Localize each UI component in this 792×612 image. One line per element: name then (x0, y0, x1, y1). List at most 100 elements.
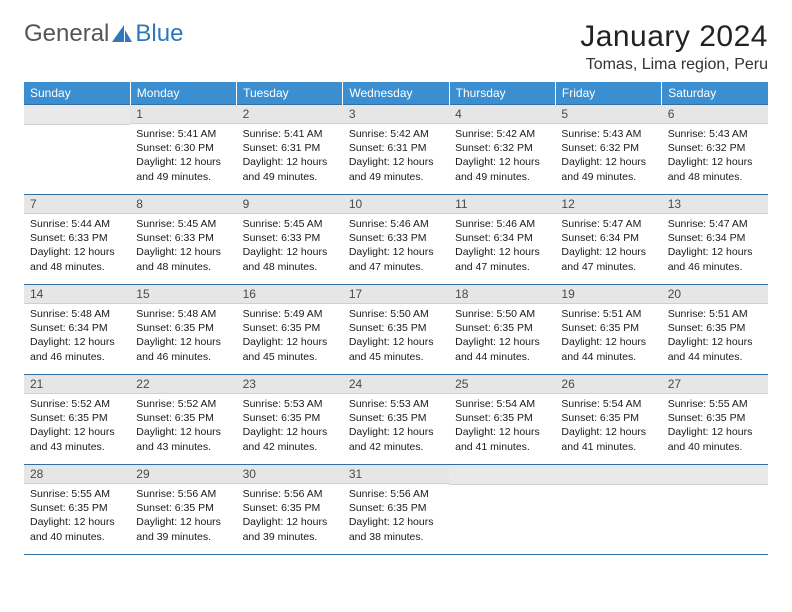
day-number: 15 (130, 285, 236, 304)
day-number: 24 (343, 375, 449, 394)
day-number: 20 (662, 285, 768, 304)
day-content: Sunrise: 5:46 AMSunset: 6:34 PMDaylight:… (449, 214, 555, 280)
day-content: Sunrise: 5:55 AMSunset: 6:35 PMDaylight:… (24, 484, 130, 550)
day-content: Sunrise: 5:45 AMSunset: 6:33 PMDaylight:… (130, 214, 236, 280)
day-number: 21 (24, 375, 130, 394)
day-number: 1 (130, 105, 236, 124)
calendar-cell: 3Sunrise: 5:42 AMSunset: 6:31 PMDaylight… (343, 105, 449, 195)
day-header: Sunday (24, 82, 130, 105)
day-content: Sunrise: 5:50 AMSunset: 6:35 PMDaylight:… (343, 304, 449, 370)
day-number: 22 (130, 375, 236, 394)
day-number: 26 (555, 375, 661, 394)
calendar-cell (449, 465, 555, 555)
calendar-cell: 20Sunrise: 5:51 AMSunset: 6:35 PMDayligh… (662, 285, 768, 375)
day-content: Sunrise: 5:55 AMSunset: 6:35 PMDaylight:… (662, 394, 768, 460)
calendar-cell: 22Sunrise: 5:52 AMSunset: 6:35 PMDayligh… (130, 375, 236, 465)
day-number: 6 (662, 105, 768, 124)
day-number: 3 (343, 105, 449, 124)
day-number-empty (24, 105, 130, 125)
day-content: Sunrise: 5:51 AMSunset: 6:35 PMDaylight:… (662, 304, 768, 370)
day-content: Sunrise: 5:43 AMSunset: 6:32 PMDaylight:… (662, 124, 768, 190)
day-content: Sunrise: 5:54 AMSunset: 6:35 PMDaylight:… (449, 394, 555, 460)
calendar-cell: 10Sunrise: 5:46 AMSunset: 6:33 PMDayligh… (343, 195, 449, 285)
day-number-empty (555, 465, 661, 485)
month-title: January 2024 (580, 20, 768, 54)
day-content: Sunrise: 5:53 AMSunset: 6:35 PMDaylight:… (343, 394, 449, 460)
calendar-cell: 26Sunrise: 5:54 AMSunset: 6:35 PMDayligh… (555, 375, 661, 465)
day-content: Sunrise: 5:41 AMSunset: 6:30 PMDaylight:… (130, 124, 236, 190)
calendar-cell: 7Sunrise: 5:44 AMSunset: 6:33 PMDaylight… (24, 195, 130, 285)
day-number: 19 (555, 285, 661, 304)
day-number: 11 (449, 195, 555, 214)
day-number: 8 (130, 195, 236, 214)
day-header: Monday (130, 82, 236, 105)
day-number: 17 (343, 285, 449, 304)
day-number: 28 (24, 465, 130, 484)
day-content: Sunrise: 5:42 AMSunset: 6:31 PMDaylight:… (343, 124, 449, 190)
calendar-cell: 15Sunrise: 5:48 AMSunset: 6:35 PMDayligh… (130, 285, 236, 375)
day-content: Sunrise: 5:53 AMSunset: 6:35 PMDaylight:… (237, 394, 343, 460)
calendar-cell (662, 465, 768, 555)
calendar-cell: 30Sunrise: 5:56 AMSunset: 6:35 PMDayligh… (237, 465, 343, 555)
calendar-cell: 4Sunrise: 5:42 AMSunset: 6:32 PMDaylight… (449, 105, 555, 195)
day-header: Thursday (449, 82, 555, 105)
day-content: Sunrise: 5:42 AMSunset: 6:32 PMDaylight:… (449, 124, 555, 190)
calendar-cell: 23Sunrise: 5:53 AMSunset: 6:35 PMDayligh… (237, 375, 343, 465)
location-subtitle: Tomas, Lima region, Peru (580, 56, 768, 74)
day-number: 29 (130, 465, 236, 484)
day-header: Saturday (662, 82, 768, 105)
calendar-cell: 8Sunrise: 5:45 AMSunset: 6:33 PMDaylight… (130, 195, 236, 285)
calendar-cell: 6Sunrise: 5:43 AMSunset: 6:32 PMDaylight… (662, 105, 768, 195)
calendar-table: SundayMondayTuesdayWednesdayThursdayFrid… (24, 82, 768, 555)
calendar-cell: 24Sunrise: 5:53 AMSunset: 6:35 PMDayligh… (343, 375, 449, 465)
calendar-cell: 12Sunrise: 5:47 AMSunset: 6:34 PMDayligh… (555, 195, 661, 285)
calendar-cell: 14Sunrise: 5:48 AMSunset: 6:34 PMDayligh… (24, 285, 130, 375)
day-content: Sunrise: 5:56 AMSunset: 6:35 PMDaylight:… (343, 484, 449, 550)
day-number: 16 (237, 285, 343, 304)
day-content: Sunrise: 5:52 AMSunset: 6:35 PMDaylight:… (130, 394, 236, 460)
calendar-cell: 2Sunrise: 5:41 AMSunset: 6:31 PMDaylight… (237, 105, 343, 195)
calendar-cell: 18Sunrise: 5:50 AMSunset: 6:35 PMDayligh… (449, 285, 555, 375)
day-content: Sunrise: 5:41 AMSunset: 6:31 PMDaylight:… (237, 124, 343, 190)
day-content: Sunrise: 5:56 AMSunset: 6:35 PMDaylight:… (130, 484, 236, 550)
day-number: 9 (237, 195, 343, 214)
calendar-cell: 1Sunrise: 5:41 AMSunset: 6:30 PMDaylight… (130, 105, 236, 195)
calendar-head: SundayMondayTuesdayWednesdayThursdayFrid… (24, 82, 768, 105)
day-number: 14 (24, 285, 130, 304)
day-content: Sunrise: 5:45 AMSunset: 6:33 PMDaylight:… (237, 214, 343, 280)
day-content: Sunrise: 5:44 AMSunset: 6:33 PMDaylight:… (24, 214, 130, 280)
day-content: Sunrise: 5:48 AMSunset: 6:34 PMDaylight:… (24, 304, 130, 370)
calendar-cell: 25Sunrise: 5:54 AMSunset: 6:35 PMDayligh… (449, 375, 555, 465)
calendar-cell: 13Sunrise: 5:47 AMSunset: 6:34 PMDayligh… (662, 195, 768, 285)
calendar-cell: 21Sunrise: 5:52 AMSunset: 6:35 PMDayligh… (24, 375, 130, 465)
day-number: 13 (662, 195, 768, 214)
calendar-cell: 16Sunrise: 5:49 AMSunset: 6:35 PMDayligh… (237, 285, 343, 375)
calendar-cell: 9Sunrise: 5:45 AMSunset: 6:33 PMDaylight… (237, 195, 343, 285)
brand-part1: General (24, 20, 109, 48)
brand-logo: GeneralBlue (24, 20, 183, 48)
calendar-cell: 11Sunrise: 5:46 AMSunset: 6:34 PMDayligh… (449, 195, 555, 285)
sail-icon (111, 24, 133, 44)
day-number: 4 (449, 105, 555, 124)
day-number: 18 (449, 285, 555, 304)
day-number: 12 (555, 195, 661, 214)
day-number: 23 (237, 375, 343, 394)
day-content: Sunrise: 5:46 AMSunset: 6:33 PMDaylight:… (343, 214, 449, 280)
day-number: 31 (343, 465, 449, 484)
day-number: 30 (237, 465, 343, 484)
calendar-cell: 5Sunrise: 5:43 AMSunset: 6:32 PMDaylight… (555, 105, 661, 195)
day-number: 27 (662, 375, 768, 394)
day-number: 10 (343, 195, 449, 214)
day-number-empty (449, 465, 555, 485)
day-number: 25 (449, 375, 555, 394)
day-content: Sunrise: 5:47 AMSunset: 6:34 PMDaylight:… (555, 214, 661, 280)
day-number: 5 (555, 105, 661, 124)
calendar-cell: 29Sunrise: 5:56 AMSunset: 6:35 PMDayligh… (130, 465, 236, 555)
calendar-cell: 17Sunrise: 5:50 AMSunset: 6:35 PMDayligh… (343, 285, 449, 375)
calendar-cell: 27Sunrise: 5:55 AMSunset: 6:35 PMDayligh… (662, 375, 768, 465)
day-header: Tuesday (237, 82, 343, 105)
calendar-cell: 31Sunrise: 5:56 AMSunset: 6:35 PMDayligh… (343, 465, 449, 555)
day-header: Friday (555, 82, 661, 105)
day-number: 2 (237, 105, 343, 124)
title-block: January 2024 Tomas, Lima region, Peru (580, 20, 768, 74)
